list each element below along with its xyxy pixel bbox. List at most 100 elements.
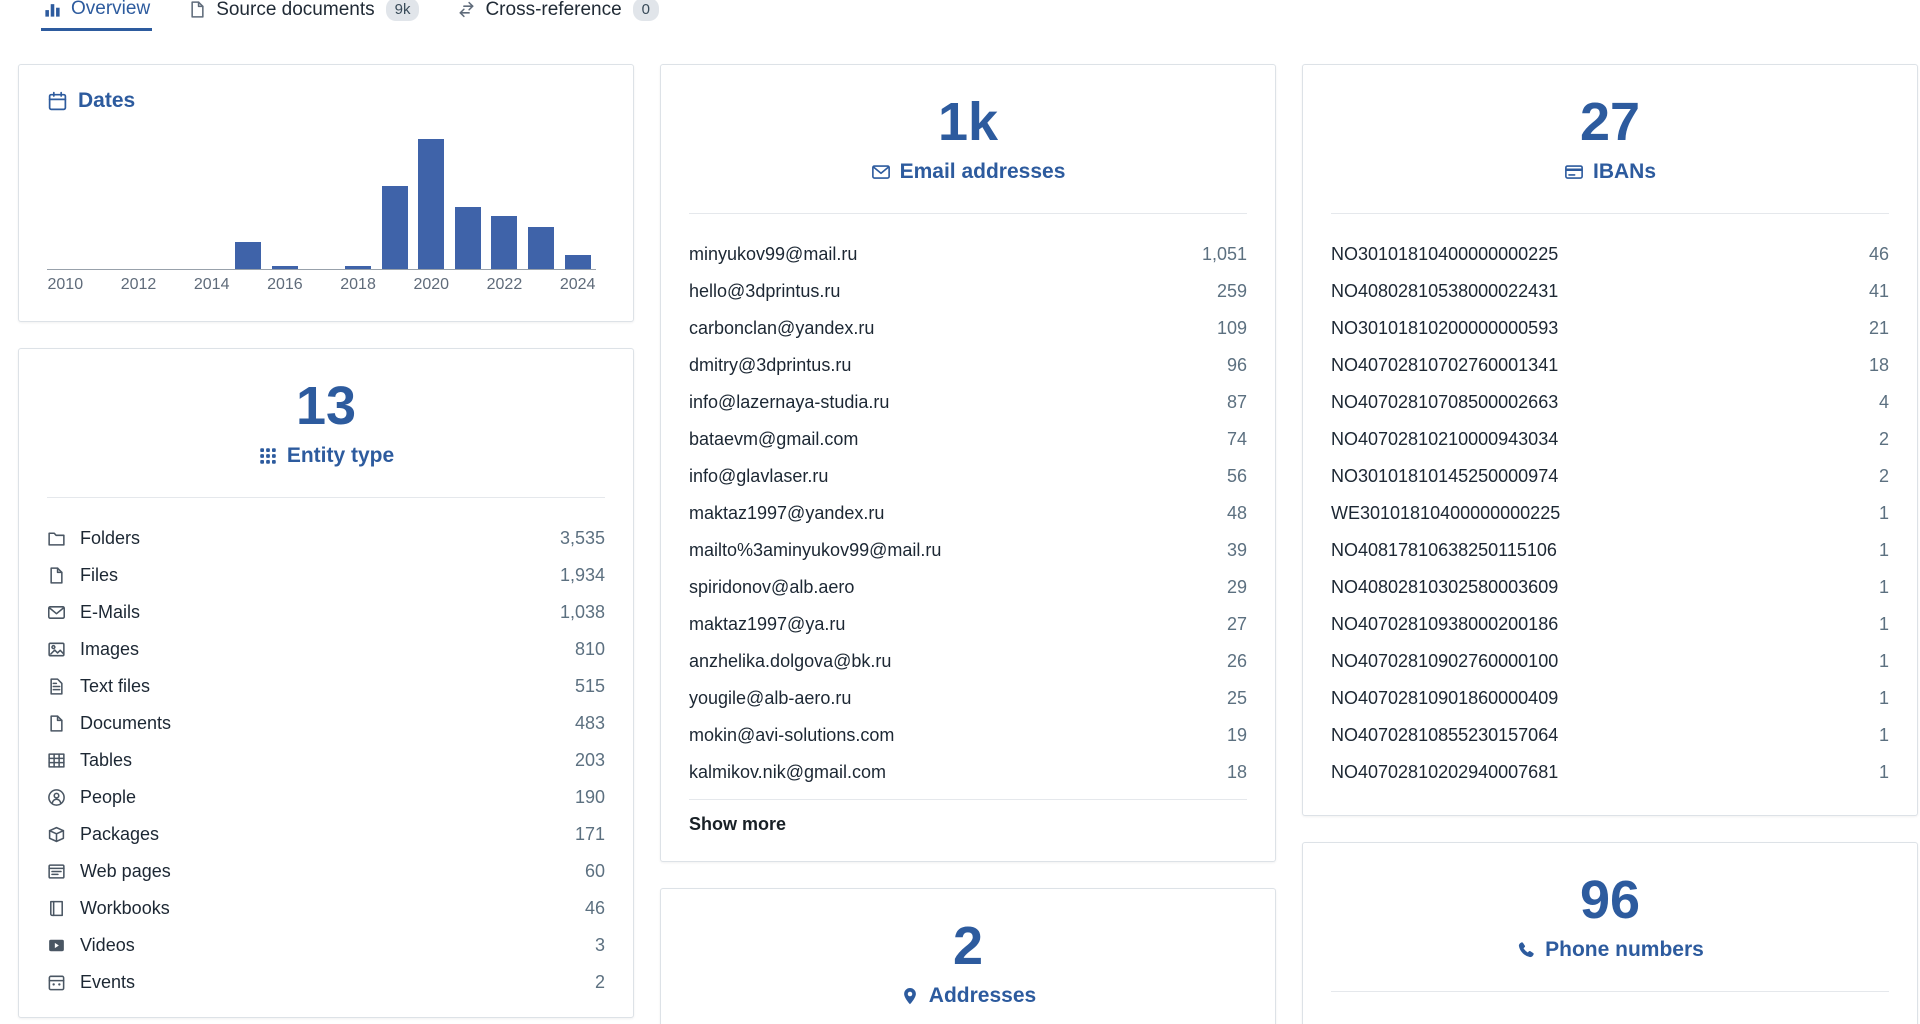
list-item[interactable]: dmitry@3dprintus.ru 96 — [689, 347, 1247, 384]
item-value: 29 — [1226, 577, 1247, 597]
email-addresses-count: 1k — [937, 92, 999, 152]
list-item[interactable]: NO40702810210000943034 2 — [1331, 421, 1889, 458]
axis-tick-label: 2020 — [413, 276, 450, 293]
list-item[interactable]: Text files 515 — [47, 668, 605, 705]
item-label: NO40702810702760001341 — [1331, 355, 1559, 375]
axis-tick-label: 2014 — [193, 276, 230, 293]
item-label: NO40702810901860000409 — [1331, 688, 1559, 708]
email-addresses-title: Email addresses — [661, 159, 1275, 185]
list-item[interactable]: NO40702810901860000409 1 — [1331, 680, 1889, 717]
entity-type-stat: 13 Entity type — [19, 349, 633, 469]
item-label: NO40702810708500002663 — [1331, 392, 1559, 412]
item-label: info@lazernaya-studia.ru — [689, 392, 890, 412]
list-item[interactable]: 79037632121 232 — [1331, 1014, 1889, 1024]
axis-tick-label: 2012 — [120, 276, 157, 293]
list-item[interactable]: hello@3dprintus.ru 259 — [689, 273, 1247, 310]
list-item[interactable]: mailto%3aminyukov99@mail.ru 39 — [689, 532, 1247, 569]
text-file-icon — [47, 677, 67, 696]
chart-bar-2019[interactable] — [381, 186, 408, 269]
item-label: NO40802810302580003609 — [1331, 577, 1559, 597]
item-label: NO30101810145250000974 — [1331, 466, 1559, 486]
list-item[interactable]: Tables 203 — [47, 742, 605, 779]
list-item[interactable]: minyukov99@mail.ru 1,051 — [689, 236, 1247, 273]
axis-tick-label: 2016 — [267, 276, 303, 293]
list-item[interactable]: info@lazernaya-studia.ru 87 — [689, 384, 1247, 421]
axis-tick-label: 2024 — [559, 276, 596, 293]
tab-source-documents[interactable]: Source documents 9k — [186, 0, 421, 32]
list-item[interactable]: NO40802810302580003609 1 — [1331, 569, 1889, 606]
item-label: mailto%3aminyukov99@mail.ru — [689, 540, 942, 560]
list-item[interactable]: anzhelika.dolgova@bk.ru 26 — [689, 643, 1247, 680]
list-item[interactable]: NO40702810938000200186 1 — [1331, 606, 1889, 643]
item-value: 2 — [1878, 429, 1889, 449]
list-item[interactable]: Events 2 — [47, 964, 605, 1001]
list-item[interactable]: NO40802810538000022431 41 — [1331, 273, 1889, 310]
item-value: 60 — [584, 861, 605, 881]
list-item[interactable]: NO40702810708500002663 4 — [1331, 384, 1889, 421]
item-value: 3 — [594, 935, 605, 955]
list-item[interactable]: Web pages 60 — [47, 853, 605, 890]
chart-bar-2024[interactable] — [564, 255, 591, 269]
item-label: Events — [80, 972, 136, 992]
chart-bar-2018[interactable] — [345, 266, 372, 269]
list-item[interactable]: NO40702810202940007681 1 — [1331, 754, 1889, 791]
chart-bar-2022[interactable] — [491, 216, 518, 269]
list-item[interactable]: mokin@avi-solutions.com 19 — [689, 717, 1247, 754]
list-item[interactable]: NO30101810400000000225 46 — [1331, 236, 1889, 273]
list-item[interactable]: kalmikov.nik@gmail.com 18 — [689, 754, 1247, 791]
list-item[interactable]: NO40817810638250115106 1 — [1331, 532, 1889, 569]
list-item[interactable]: NO40702810855230157064 1 — [1331, 717, 1889, 754]
list-item[interactable]: NO30101810145250000974 2 — [1331, 458, 1889, 495]
list-item[interactable]: Images 810 — [47, 631, 605, 668]
list-item[interactable]: E-Mails 1,038 — [47, 594, 605, 631]
list-item[interactable]: maktaz1997@yandex.ru 48 — [689, 495, 1247, 532]
axis-tick-label: 2018 — [340, 276, 376, 293]
chart-bar-2021[interactable] — [454, 207, 481, 269]
list-item[interactable]: NO40702810702760001341 18 — [1331, 347, 1889, 384]
event-icon — [47, 973, 67, 992]
list-item[interactable]: bataevm@gmail.com 74 — [689, 421, 1247, 458]
item-label: Web pages — [80, 861, 171, 881]
list-item[interactable]: WE30101810400000000225 1 — [1331, 495, 1889, 532]
list-item[interactable]: yougile@alb-aero.ru 25 — [689, 680, 1247, 717]
chart-bar-2016[interactable] — [271, 266, 298, 269]
tab-overview[interactable]: Overview — [41, 0, 153, 31]
phone-numbers-list: 79037632121 232 — [1303, 992, 1917, 1024]
list-item[interactable]: Videos 3 — [47, 927, 605, 964]
item-value: 203 — [574, 750, 605, 770]
axis-tick-label — [450, 276, 487, 294]
item-value: 259 — [1216, 281, 1247, 301]
show-more-link[interactable]: Show more — [689, 814, 787, 834]
list-item[interactable]: spiridonov@alb.aero 29 — [689, 569, 1247, 606]
list-item[interactable]: Workbooks 46 — [47, 890, 605, 927]
divider — [689, 213, 1247, 214]
list-item[interactable]: NO40702810902760000100 1 — [1331, 643, 1889, 680]
overview-dashboard: Dates 2010 2012 2014 2016 2018 2020 2022 2024 1… — [0, 64, 1920, 1024]
entity-type-list: Folders 3,535 Files 1,934 E-Mails 1,038 Images… — [19, 498, 633, 1017]
email-addresses-title-text: Email addresses — [899, 160, 1066, 183]
list-item[interactable]: Packages 171 — [47, 816, 605, 853]
item-value: 21 — [1868, 318, 1889, 338]
chart-bar-2020[interactable] — [418, 139, 445, 269]
chart-bar-2015[interactable] — [235, 242, 262, 269]
tab-overview-label: Overview — [71, 0, 151, 19]
item-value: 25 — [1226, 688, 1247, 708]
list-item[interactable]: Folders 3,535 — [47, 520, 605, 557]
item-label: 79037632121 — [1331, 1022, 1847, 1024]
list-item[interactable]: NO30101810200000000593 21 — [1331, 310, 1889, 347]
list-item[interactable]: info@glavlaser.ru 56 — [689, 458, 1247, 495]
list-item[interactable]: Files 1,934 — [47, 557, 605, 594]
grid-icon — [258, 446, 278, 466]
chart-bar-2023[interactable] — [528, 227, 555, 269]
list-item[interactable]: maktaz1997@ya.ru 27 — [689, 606, 1247, 643]
list-item[interactable]: People 190 — [47, 779, 605, 816]
credit-card-icon — [1564, 162, 1584, 182]
list-item[interactable]: Documents 483 — [47, 705, 605, 742]
tab-bar: Overview Source documents 9k Cross-refer… — [0, 0, 1920, 31]
list-item[interactable]: carbonclan@yandex.ru 109 — [689, 310, 1247, 347]
item-value: 1,051 — [1201, 244, 1247, 264]
axis-tick-label — [523, 276, 560, 294]
tab-cross-reference[interactable]: Cross-reference 0 — [455, 0, 661, 32]
divider — [1331, 213, 1889, 214]
email-addresses-list: minyukov99@mail.ru 1,051 hello@3dprintus.r… — [661, 214, 1275, 791]
